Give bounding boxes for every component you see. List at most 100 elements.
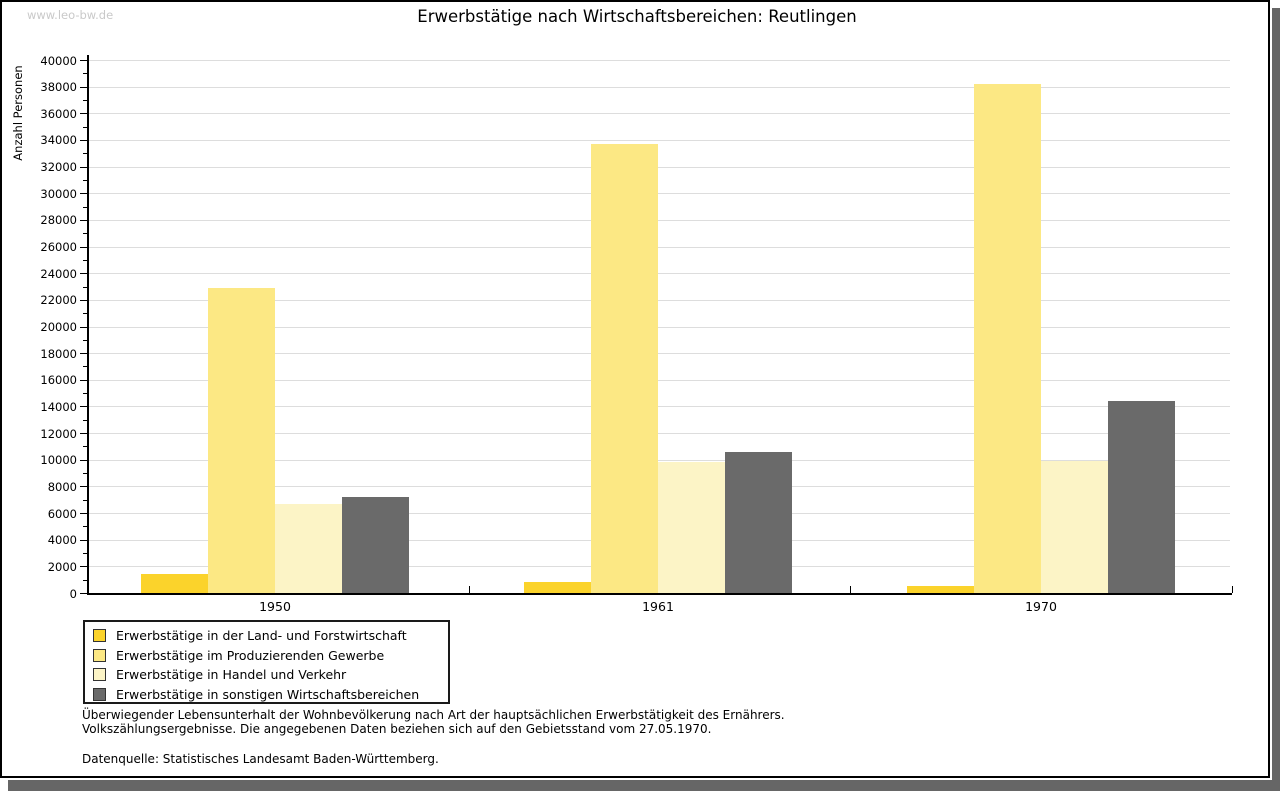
x-boundary-tick-3: [1232, 586, 1233, 593]
y-tick-20000: [80, 326, 87, 328]
gridline-y-18000: [87, 353, 1230, 355]
bar-1961-series4: [725, 451, 792, 593]
y-tick-5000: [83, 526, 87, 528]
bar-1950-series2: [208, 287, 275, 593]
y-tick-31000: [83, 179, 87, 181]
y-tick-15000: [83, 393, 87, 395]
bar-1961-series2: [591, 143, 658, 593]
y-tick-3000: [83, 553, 87, 555]
y-tick-12000: [80, 433, 87, 435]
y-tick-36000: [80, 113, 87, 115]
gridline-y-38000: [87, 86, 1230, 88]
y-tick-33000: [83, 153, 87, 155]
y-tick-22000: [80, 299, 87, 301]
y-tick-label-24000: 24000: [40, 266, 77, 281]
y-tick-23000: [83, 286, 87, 288]
x-tick-label-1970: 1970: [1025, 599, 1057, 614]
y-tick-25000: [83, 259, 87, 261]
y-tick-label-18000: 18000: [40, 346, 77, 361]
y-tick-6000: [80, 513, 87, 515]
y-tick-14000: [80, 406, 87, 408]
y-tick-label-2000: 2000: [47, 559, 77, 574]
y-tick-24000: [80, 273, 87, 275]
y-tick-label-4000: 4000: [47, 533, 77, 548]
y-axis-line: [87, 55, 89, 595]
gridline-y-30000: [87, 193, 1230, 195]
y-tick-label-38000: 38000: [40, 80, 77, 95]
gridline-y-36000: [87, 113, 1230, 115]
legend-item-3: Erwerbstätige in Handel und Verkehr: [93, 665, 448, 685]
y-tick-7000: [83, 499, 87, 501]
legend-item-1: Erwerbstätige in der Land- und Forstwirt…: [93, 626, 448, 646]
footnote-line-2: Volkszählungsergebnisse. Die angegebenen…: [82, 721, 712, 736]
y-tick-label-28000: 28000: [40, 213, 77, 228]
x-boundary-tick-1: [468, 586, 470, 593]
y-tick-label-0: 0: [69, 586, 77, 601]
bar-1961-series1: [524, 581, 591, 593]
bar-1970-series1: [907, 586, 974, 593]
y-tick-label-14000: 14000: [40, 399, 77, 414]
x-axis-line: [87, 593, 1232, 595]
y-tick-38000: [80, 86, 87, 88]
legend-swatch-4: [93, 687, 106, 701]
y-tick-label-10000: 10000: [40, 453, 77, 468]
y-tick-30000: [80, 193, 87, 195]
legend-item-2: Erwerbstätige im Produzierenden Gewerbe: [93, 646, 448, 666]
y-tick-10000: [80, 459, 87, 461]
y-tick-label-34000: 34000: [40, 133, 77, 148]
y-tick-18000: [80, 353, 87, 355]
y-tick-label-16000: 16000: [40, 373, 77, 388]
bar-1950-series1: [141, 573, 208, 593]
legend-swatch-1: [93, 629, 106, 643]
legend-item-4: Erwerbstätige in sonstigen Wirtschaftsbe…: [93, 685, 448, 705]
footnote-line-1: Überwiegender Lebensunterhalt der Wohnbe…: [82, 708, 785, 722]
source-line: Datenquelle: Statistisches Landesamt Bad…: [82, 752, 439, 766]
footnote-block: Überwiegender Lebensunterhalt der Wohnbe…: [82, 708, 785, 736]
chart-legend: Erwerbstätige in der Land- und Forstwirt…: [83, 620, 450, 704]
bar-1950-series4: [342, 497, 409, 593]
y-tick-label-40000: 40000: [40, 53, 77, 68]
gridline-y-10000: [87, 459, 1230, 461]
gridline-y-24000: [87, 273, 1230, 275]
x-tick-label-1950: 1950: [259, 599, 291, 614]
gridline-y-34000: [87, 139, 1230, 141]
y-tick-11000: [83, 446, 87, 448]
y-tick-label-36000: 36000: [40, 106, 77, 121]
gridline-y-32000: [87, 166, 1230, 168]
bar-1970-series3: [1041, 461, 1108, 593]
y-tick-21000: [83, 313, 87, 315]
y-tick-28000: [80, 219, 87, 221]
y-tick-label-26000: 26000: [40, 240, 77, 255]
y-tick-9000: [83, 473, 87, 475]
y-tick-16000: [80, 379, 87, 381]
gridline-y-26000: [87, 246, 1230, 248]
y-tick-2000: [80, 566, 87, 568]
y-tick-1000: [83, 579, 87, 581]
y-tick-8000: [80, 486, 87, 488]
y-tick-4000: [80, 539, 87, 541]
y-tick-19000: [83, 339, 87, 341]
gridline-y-28000: [87, 219, 1230, 221]
x-boundary-tick-2: [850, 586, 852, 593]
y-tick-34000: [80, 139, 87, 141]
drop-shadow-bottom: [8, 780, 1272, 791]
bar-1950-series3: [275, 503, 342, 593]
legend-swatch-3: [93, 668, 106, 682]
y-tick-label-6000: 6000: [47, 506, 77, 521]
y-tick-label-12000: 12000: [40, 426, 77, 441]
legend-label-1: Erwerbstätige in der Land- und Forstwirt…: [116, 628, 407, 644]
bar-1970-series2: [974, 83, 1041, 593]
y-tick-label-22000: 22000: [40, 293, 77, 308]
plot-area: 1950 1961 1970 0 2000 4000 6000 8000 10000 12000 1…: [2, 2, 1272, 780]
gridline-y-12000: [87, 433, 1230, 435]
y-tick-label-8000: 8000: [47, 479, 77, 494]
drop-shadow-right: [1272, 8, 1280, 791]
gridline-y-16000: [87, 379, 1230, 381]
y-tick-35000: [83, 126, 87, 128]
y-tick-label-30000: 30000: [40, 186, 77, 201]
y-tick-27000: [83, 233, 87, 235]
y-tick-26000: [80, 246, 87, 248]
gridline-y-14000: [87, 406, 1230, 408]
y-tick-label-32000: 32000: [40, 160, 77, 175]
y-tick-40000: [80, 60, 87, 61]
